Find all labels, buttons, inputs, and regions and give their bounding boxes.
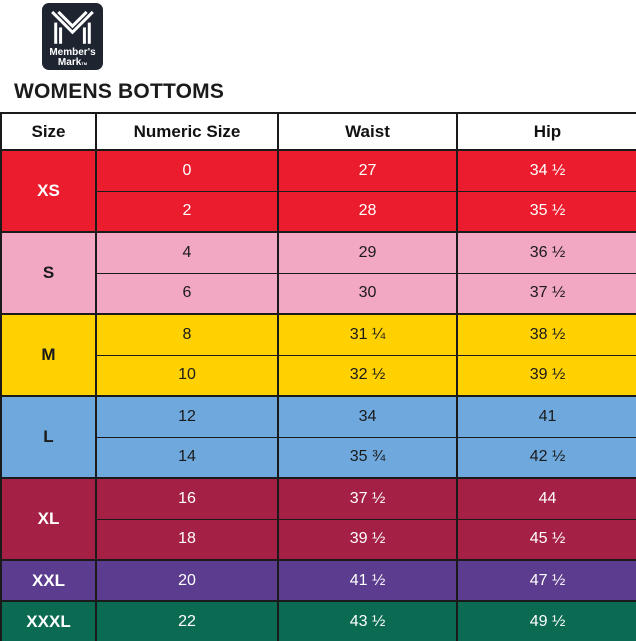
table-row: 14 35 ¾ 42 ½ (1, 436, 636, 478)
hip-cell: 44 (456, 477, 636, 519)
table-row: 2 28 35 ½ (1, 190, 636, 232)
numeric-size-cell: 20 (95, 559, 278, 601)
column-header-waist: Waist (277, 113, 457, 151)
numeric-size-cell: 4 (95, 231, 278, 273)
table-row: M 8 31 ¼ 38 ½ (0, 313, 636, 396)
numeric-size-cell: 8 (95, 313, 278, 355)
table-row: XS 0 27 34 ½ (0, 149, 636, 232)
members-mark-logo: Member's MarkTM (42, 3, 103, 70)
waist-cell: 31 ¼ (277, 313, 457, 355)
waist-cell: 34 (277, 395, 457, 437)
size-table-header: Size Numeric Size Waist Hip (0, 113, 636, 151)
numeric-size-cell: 6 (95, 272, 278, 314)
trademark-mark: TM (81, 61, 88, 66)
logo-brand-line1: Member's (49, 47, 96, 58)
numeric-size-cell: 2 (95, 190, 278, 232)
waist-cell: 32 ½ (277, 354, 457, 396)
numeric-size-cell: 18 (95, 518, 278, 560)
size-label-m: M (0, 313, 96, 396)
column-header-numeric-size: Numeric Size (95, 113, 278, 151)
hip-cell: 35 ½ (456, 190, 636, 232)
waist-cell: 37 ½ (277, 477, 457, 519)
table-row: XL 16 37 ½ 44 (0, 477, 636, 560)
size-label-xl: XL (0, 477, 96, 560)
hip-cell: 37 ½ (456, 272, 636, 314)
size-label-xxl: XXL (0, 559, 96, 601)
numeric-size-cell: 22 (95, 600, 278, 641)
table-row: S 4 29 36 ½ (0, 231, 636, 314)
size-label-xs: XS (0, 149, 96, 232)
hip-cell: 34 ½ (456, 149, 636, 191)
numeric-size-cell: 16 (95, 477, 278, 519)
table-row: XXL 20 41 ½ 47 ½ (0, 559, 636, 601)
waist-cell: 43 ½ (277, 600, 457, 641)
size-table: Size Numeric Size Waist Hip XS 0 27 34 ½ 2 28… (0, 112, 636, 641)
waist-cell: 41 ½ (277, 559, 457, 601)
hip-cell: 38 ½ (456, 313, 636, 355)
hip-cell: 36 ½ (456, 231, 636, 273)
hip-cell: 49 ½ (456, 600, 636, 641)
table-row: L 12 34 41 (0, 395, 636, 478)
table-row: 6 30 37 ½ (1, 272, 636, 314)
size-table-body: XS 0 27 34 ½ 2 28 35 ½ S 4 29 36 ½ 6 30 37 ½ M 8 31 ¼ 38 … (0, 149, 636, 641)
logo-brand-text: Member's MarkTM (49, 48, 95, 69)
size-label-l: L (0, 395, 96, 478)
hip-cell: 41 (456, 395, 636, 437)
waist-cell: 39 ½ (277, 518, 457, 560)
logo-brand-line2: MarkTM (57, 57, 88, 68)
waist-cell: 35 ¾ (277, 436, 457, 478)
numeric-size-cell: 14 (95, 436, 278, 478)
waist-cell: 29 (277, 231, 457, 273)
hip-cell: 42 ½ (456, 436, 636, 478)
table-row: 10 32 ½ 39 ½ (1, 354, 636, 396)
size-label-s: S (0, 231, 96, 314)
table-row: 18 39 ½ 45 ½ (1, 518, 636, 560)
hip-cell: 45 ½ (456, 518, 636, 560)
numeric-size-cell: 12 (95, 395, 278, 437)
hip-cell: 39 ½ (456, 354, 636, 396)
header-row: Size Numeric Size Waist Hip (0, 113, 636, 151)
column-header-size: Size (0, 113, 96, 151)
waist-cell: 30 (277, 272, 457, 314)
table-row: XXXL 22 43 ½ 49 ½ (0, 600, 636, 641)
hip-cell: 47 ½ (456, 559, 636, 601)
waist-cell: 28 (277, 190, 457, 232)
column-header-hip: Hip (456, 113, 636, 151)
size-label-xxxl: XXXL (0, 600, 96, 641)
page-title: WOMENS BOTTOMS (14, 80, 225, 103)
numeric-size-cell: 10 (95, 354, 278, 396)
numeric-size-cell: 0 (95, 149, 278, 191)
members-mark-m-icon (51, 10, 94, 44)
waist-cell: 27 (277, 149, 457, 191)
